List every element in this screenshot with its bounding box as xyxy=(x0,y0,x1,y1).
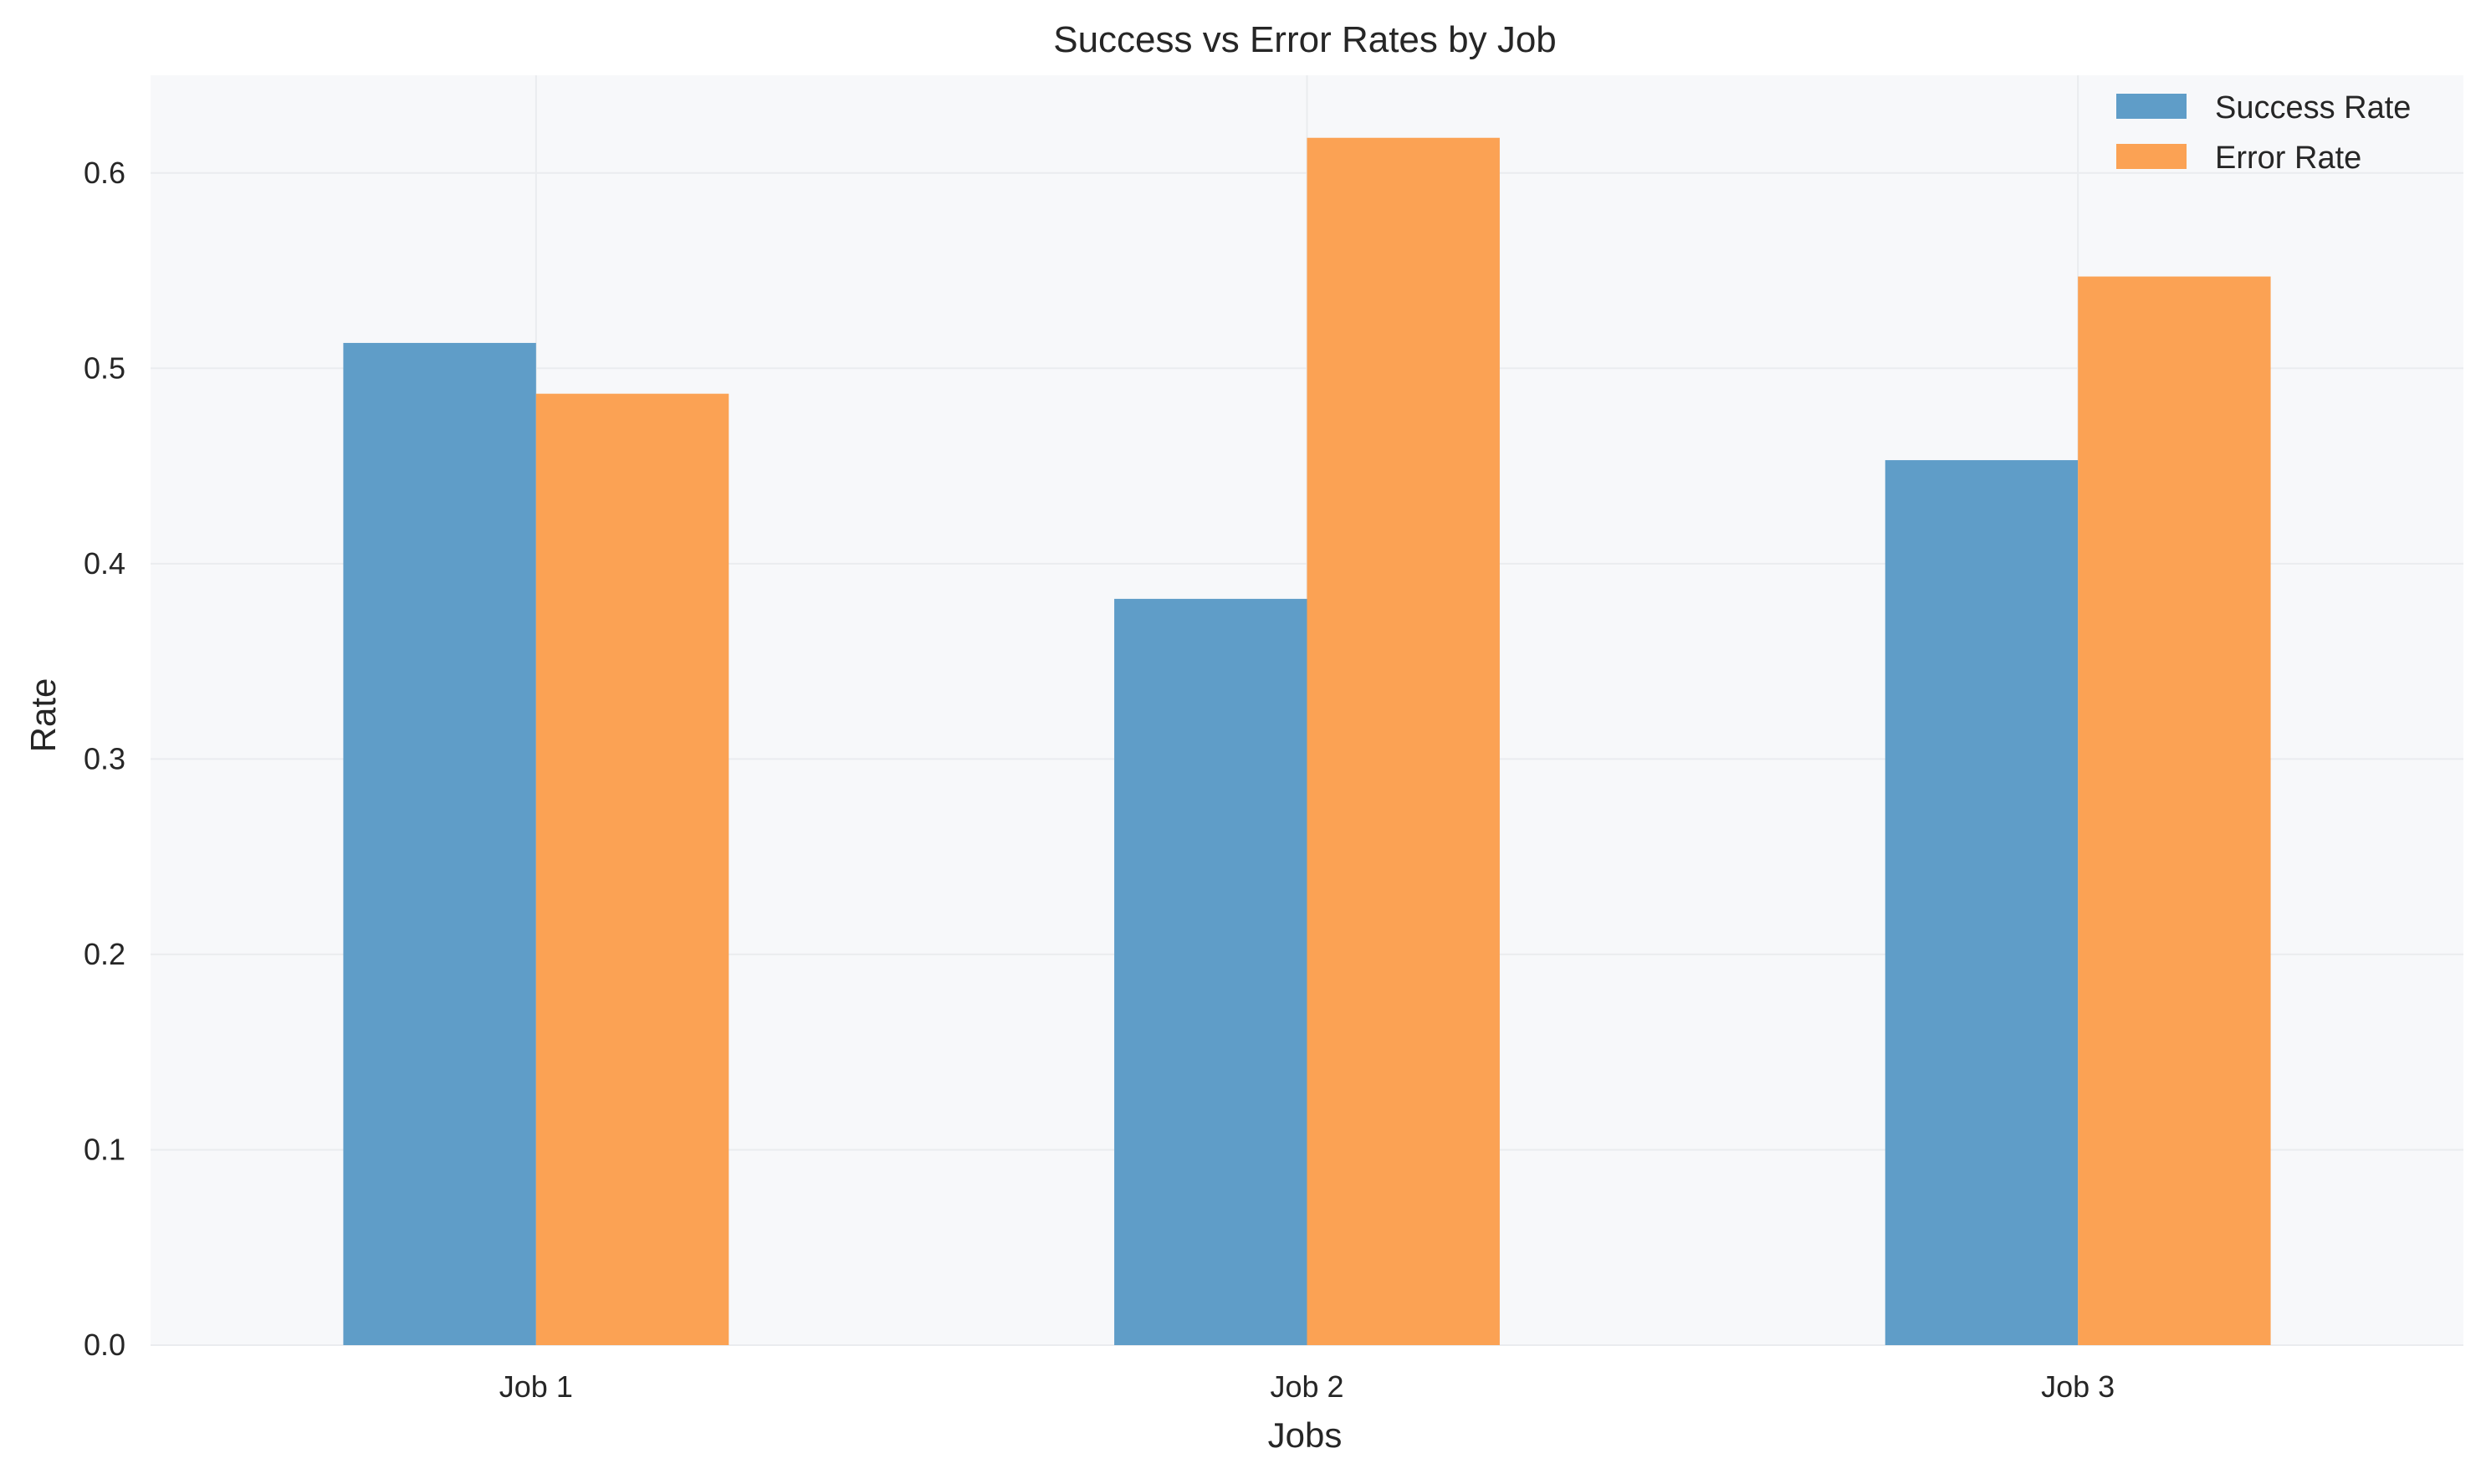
y-tick-label: 0.4 xyxy=(84,546,125,581)
bar-success-rate xyxy=(343,342,536,1345)
y-axis-label: Rate xyxy=(23,678,63,753)
bar-error-rate xyxy=(2078,276,2271,1345)
y-tick-label: 0.3 xyxy=(84,741,125,775)
bar-success-rate xyxy=(1114,598,1307,1345)
y-tick-label: 0.6 xyxy=(84,156,125,190)
legend-label: Success Rate xyxy=(2215,90,2411,125)
y-axis-ticks: 0.0 0.1 0.2 0.3 0.4 0.5 0.6 xyxy=(84,156,125,1362)
x-tick-label: Job 3 xyxy=(2041,1369,2115,1404)
bar-success-rate xyxy=(1885,460,2079,1345)
legend-swatch xyxy=(2116,94,2187,119)
x-tick-label: Job 1 xyxy=(499,1369,573,1404)
legend-swatch xyxy=(2116,144,2187,169)
x-axis-ticks: Job 1 Job 2 Job 3 xyxy=(499,1369,2115,1404)
x-axis-label: Jobs xyxy=(1268,1415,1343,1455)
bar-error-rate xyxy=(1307,137,1500,1346)
legend-label: Error Rate xyxy=(2215,141,2361,176)
bar-error-rate xyxy=(535,393,729,1345)
y-tick-label: 0.0 xyxy=(84,1328,125,1362)
y-tick-label: 0.1 xyxy=(84,1132,125,1166)
chart-title: Success vs Error Rates by Job xyxy=(1053,19,1557,60)
legend: Success Rate Error Rate xyxy=(2116,90,2411,176)
y-tick-label: 0.2 xyxy=(84,937,125,971)
x-tick-label: Job 2 xyxy=(1270,1369,1343,1404)
y-tick-label: 0.5 xyxy=(84,351,125,385)
bars xyxy=(343,137,2271,1346)
